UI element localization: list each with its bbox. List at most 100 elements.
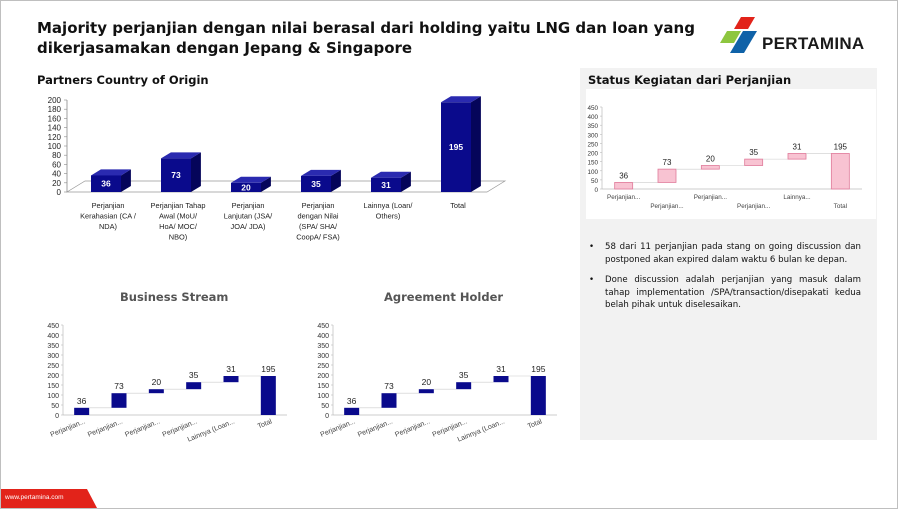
- pertamina-logo: PERTAMINA: [713, 17, 865, 67]
- bullet-list: • 58 dari 11 perjanjian pada stang on goi…: [589, 241, 861, 320]
- bar: [74, 407, 90, 415]
- y-tick-label: 150: [317, 383, 329, 390]
- bullet-dot: •: [589, 275, 595, 285]
- x-tick-label: dengan Nilai: [297, 212, 338, 221]
- bullet-text: Done discussion adalah perjanjian yang m…: [605, 275, 861, 310]
- data-label: 31: [381, 180, 391, 190]
- data-label: 73: [663, 158, 672, 167]
- data-label: 35: [311, 179, 321, 189]
- data-label: 36: [101, 179, 111, 189]
- bar: [186, 382, 202, 390]
- y-tick-label: 250: [47, 363, 59, 370]
- status-chart-background: [586, 89, 876, 219]
- data-label: 20: [422, 377, 432, 387]
- x-tick-label: Total: [257, 418, 274, 430]
- bar-top: [161, 152, 201, 159]
- data-label: 20: [152, 377, 162, 387]
- partners-bar-chart: 02040608010012014016018020036PerjanjianK…: [48, 96, 507, 242]
- bar-side: [261, 176, 271, 192]
- y-tick-label: 250: [587, 141, 598, 148]
- bar: [111, 393, 127, 408]
- chart-title-partners: Partners Country of Origin: [37, 73, 209, 87]
- bar: [657, 168, 677, 183]
- data-label: 195: [834, 142, 848, 151]
- x-tick-label: Perjanjian Tahap: [151, 201, 206, 210]
- x-tick-label: Others): [376, 212, 401, 221]
- data-label: 36: [347, 396, 357, 406]
- chart-title-agreement-holder: Agreement Holder: [384, 290, 504, 304]
- bar: [161, 158, 191, 192]
- x-tick-label: Perjanjian...: [694, 194, 728, 201]
- y-tick-label: 350: [47, 343, 59, 350]
- bar-side: [121, 169, 131, 192]
- x-tick-label: Perjanjian...: [737, 203, 771, 210]
- bar-top: [231, 176, 271, 183]
- y-tick-label: 200: [587, 151, 598, 158]
- y-tick-label: 350: [587, 123, 598, 130]
- y-tick-label: 150: [47, 383, 59, 390]
- bar: [493, 376, 509, 383]
- y-tick-label: 400: [317, 333, 329, 340]
- x-tick-label: (SPA/ SHA/: [299, 222, 338, 231]
- bar: [530, 376, 546, 415]
- y-tick-label: 20: [52, 179, 61, 188]
- logo-text: PERTAMINA: [762, 34, 865, 53]
- bar: [91, 175, 121, 192]
- x-tick-label: NDA): [99, 222, 117, 231]
- bar: [700, 165, 720, 170]
- bullet-text: 58 dari 11 perjanjian pada stang on goin…: [605, 242, 861, 265]
- data-label: 31: [793, 142, 802, 151]
- agreement-holder-chart: 0 50 100 150 200 250 300 350 400 450 36 Perjanjian.…: [317, 323, 557, 444]
- x-tick-label: Lainnya (Loan/: [364, 201, 414, 210]
- business-stream-chart: 0 50 100 150 200 250 300 350 400 450 36 Perjanjian.…: [47, 323, 287, 444]
- y-tick-label: 120: [48, 133, 62, 142]
- x-tick-label: Perjanjian...: [124, 418, 161, 438]
- y-tick-label: 50: [51, 403, 59, 410]
- data-label: 35: [189, 370, 199, 380]
- footer-url: www.pertamina.com: [5, 494, 64, 501]
- bar-top: [91, 169, 131, 176]
- data-label: 35: [459, 370, 469, 380]
- data-label: 35: [749, 148, 758, 157]
- x-tick-label: Kerahasian (CA /: [80, 212, 137, 221]
- x-tick-label: Perjanjian: [92, 201, 125, 210]
- bar-side: [401, 171, 411, 192]
- bar-top: [371, 171, 411, 178]
- x-tick-label: Perjanjian...: [357, 418, 394, 438]
- bar: [456, 382, 472, 390]
- bar: [381, 393, 397, 408]
- bar: [344, 407, 360, 415]
- y-tick-label: 100: [587, 169, 598, 176]
- y-tick-label: 100: [48, 142, 62, 151]
- data-label: 195: [449, 142, 463, 152]
- y-tick-label: 60: [52, 160, 61, 169]
- x-tick-label: Perjanjian...: [50, 418, 87, 438]
- pertamina-logo-icon: [720, 17, 757, 53]
- slide-title: Majority perjanjian dengan nilai berasal…: [37, 19, 695, 57]
- x-tick-label: Perjanjian...: [607, 194, 641, 201]
- y-tick-label: 450: [587, 105, 598, 112]
- bar: [744, 158, 764, 166]
- x-tick-label: Total: [834, 203, 847, 210]
- bullet-item: • 58 dari 11 perjanjian pada stang on goi…: [589, 241, 861, 266]
- y-tick-label: 160: [48, 114, 62, 123]
- y-tick-label: 200: [47, 373, 59, 380]
- data-label: 36: [77, 396, 87, 406]
- x-tick-label: Awal (MoU/: [159, 212, 198, 221]
- x-tick-label: Total: [527, 418, 544, 430]
- y-tick-label: 150: [587, 160, 598, 167]
- y-tick-label: 0: [55, 413, 59, 420]
- bar-top: [441, 96, 481, 103]
- bar-side: [471, 96, 481, 192]
- bar: [371, 177, 401, 192]
- data-label: 36: [619, 171, 628, 180]
- y-tick-label: 350: [317, 343, 329, 350]
- y-tick-label: 250: [317, 363, 329, 370]
- bar: [830, 153, 850, 190]
- y-tick-label: 50: [321, 403, 329, 410]
- y-tick-label: 0: [57, 188, 62, 197]
- x-tick-label: Perjanjian...: [320, 418, 357, 438]
- bar: [231, 182, 261, 192]
- x-tick-label: HoA/ MOC/: [159, 222, 198, 231]
